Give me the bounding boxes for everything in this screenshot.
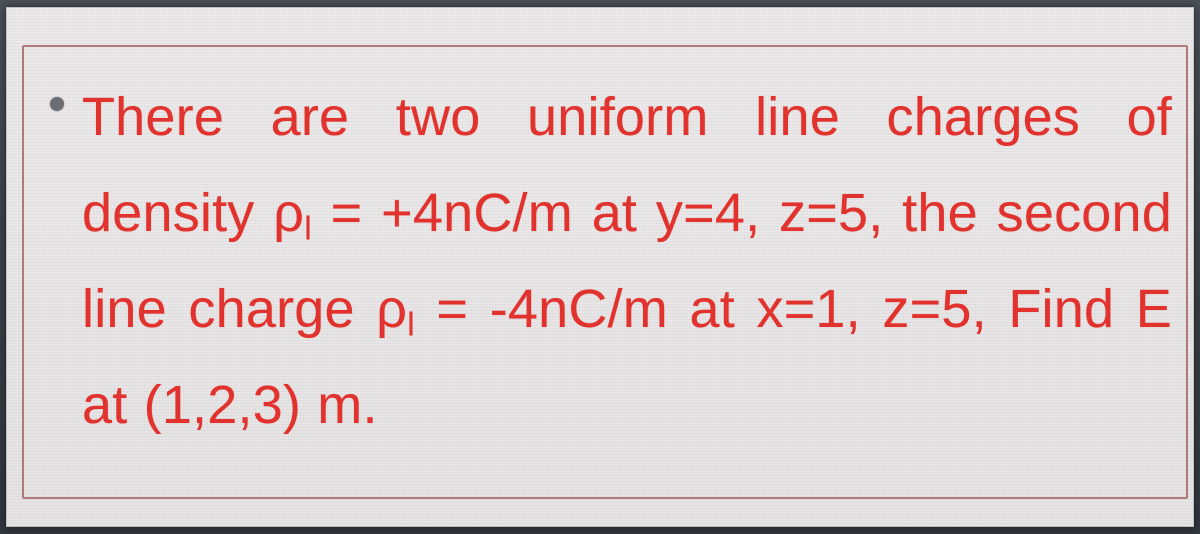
subscript: l xyxy=(407,307,415,344)
slide: There are two uniform line charges of de… xyxy=(6,7,1194,527)
subscript: l xyxy=(304,210,312,247)
problem-text: There are two uniform line charges of de… xyxy=(82,69,1172,453)
bullet-row: There are two uniform line charges of de… xyxy=(50,69,1172,453)
bullet-icon xyxy=(50,97,64,111)
content-box: There are two uniform line charges of de… xyxy=(22,45,1188,499)
